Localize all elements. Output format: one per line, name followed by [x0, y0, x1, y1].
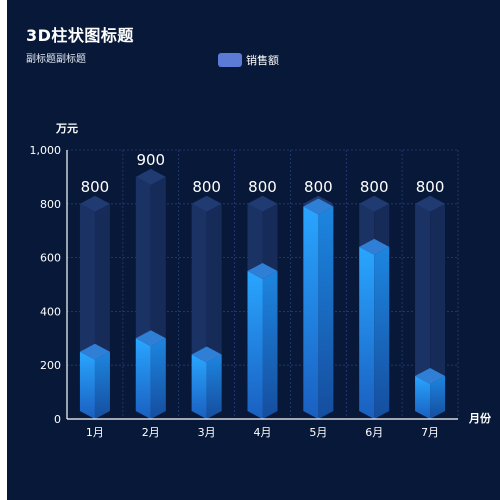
x-tick-label: 6月	[365, 426, 383, 439]
data-bar-left-face	[191, 354, 207, 419]
data-bar	[247, 263, 278, 419]
data-bar	[303, 198, 334, 419]
data-bar	[359, 238, 390, 419]
data-bar	[415, 367, 446, 419]
background-bar	[415, 195, 446, 419]
y-tick-label: 800	[40, 198, 61, 211]
y-tick-label: 600	[40, 252, 61, 265]
data-bar-left-face	[247, 271, 263, 419]
chart-title: 3D柱状图标题	[26, 26, 134, 45]
background-bar-top-face	[191, 195, 222, 212]
data-bars	[79, 198, 446, 419]
data-bar-top-face	[191, 346, 222, 363]
legend-label[interactable]: 销售额	[246, 54, 279, 67]
data-labels: 800 900 800 800 800 800 800	[81, 151, 445, 196]
data-bar-left-face	[415, 375, 431, 419]
bar-value-label: 800	[192, 178, 221, 196]
data-bar-right-face	[262, 271, 278, 419]
x-tick-label: 7月	[421, 426, 439, 439]
data-bar-right-face	[430, 375, 446, 419]
data-bar	[191, 346, 222, 419]
legend-swatch[interactable]	[218, 53, 242, 67]
y-axis-title: 万元	[55, 122, 78, 135]
data-bar-left-face	[135, 338, 151, 419]
bar-value-label: 800	[304, 178, 333, 196]
y-tick-label: 1,000	[30, 144, 62, 157]
data-bar-right-face	[150, 338, 166, 419]
data-bar-top-face	[303, 198, 334, 215]
x-axis-title: 月份	[468, 411, 492, 425]
data-bar-top-face	[359, 238, 390, 255]
data-bar-right-face	[374, 246, 390, 419]
bar-value-label: 800	[416, 178, 445, 196]
x-tick-label: 2月	[142, 426, 160, 439]
bar-value-label: 800	[248, 178, 277, 196]
data-bar-top-face	[247, 263, 278, 280]
data-bar-top-face	[135, 330, 166, 347]
x-tick-label: 1月	[86, 426, 104, 439]
bar-value-label: 800	[81, 178, 110, 196]
data-bar-left-face	[79, 351, 95, 419]
bar-value-label: 900	[136, 151, 165, 169]
x-tick-label: 4月	[254, 426, 272, 439]
data-bar-top-face	[415, 367, 446, 384]
data-bar-right-face	[318, 206, 334, 419]
x-tick-label: 5月	[309, 426, 327, 439]
background-bar-top-face	[135, 168, 166, 185]
data-bar-left-face	[303, 206, 319, 419]
y-tick-label: 200	[40, 359, 61, 372]
y-tick-label: 0	[54, 413, 61, 426]
legend[interactable]: 销售额	[218, 53, 279, 67]
background-bar-left-face	[415, 203, 431, 419]
background-bar-top-face	[247, 195, 278, 212]
data-bar-right-face	[206, 354, 222, 419]
data-bar	[135, 330, 166, 419]
data-bar-left-face	[359, 246, 375, 419]
background-bar-top-face	[359, 195, 390, 212]
chart-subtitle: 副标题副标题	[26, 54, 86, 65]
background-bar-top-face	[79, 195, 110, 212]
background-bar-top-face	[415, 195, 446, 212]
x-tick-label: 3月	[198, 426, 216, 439]
data-bar	[79, 343, 110, 419]
y-tick-label: 400	[40, 305, 61, 318]
grid-lines	[67, 149, 459, 419]
bar-value-label: 800	[360, 178, 389, 196]
data-bar-right-face	[94, 351, 110, 419]
background-bar-right-face	[430, 203, 446, 419]
data-bar-top-face	[79, 343, 110, 360]
